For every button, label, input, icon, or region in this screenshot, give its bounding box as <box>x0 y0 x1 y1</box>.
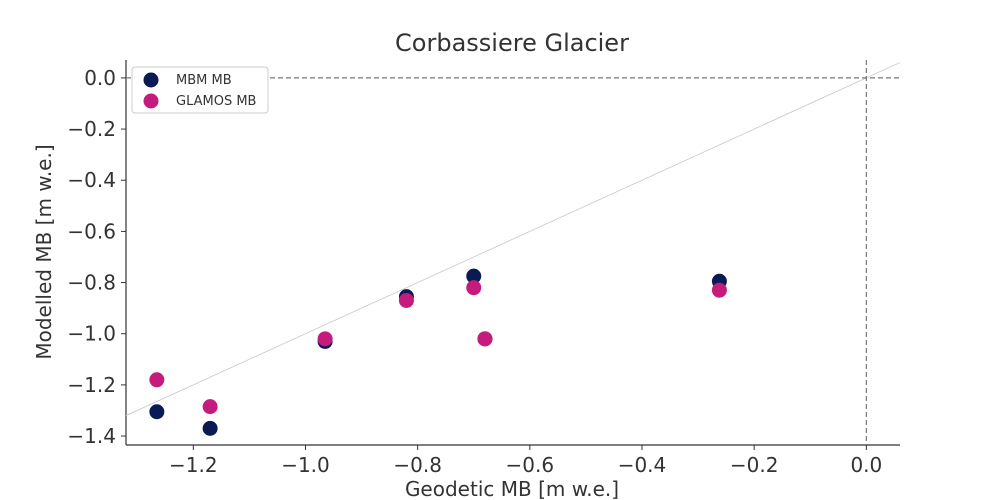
y-tick-label: −1.4 <box>67 424 116 448</box>
y-tick-label: −0.8 <box>67 271 116 295</box>
y-axis-title: Modelled MB [m w.e.] <box>32 144 56 359</box>
point-glamos-mb <box>149 372 165 388</box>
chart-title: Corbassiere Glacier <box>395 29 629 57</box>
x-axis-ticks: −1.2 −1.0 −0.8 −0.6 −0.4 −0.2 0.0 <box>169 445 882 477</box>
y-tick-label: −0.4 <box>67 168 116 192</box>
y-tick-label: 0.0 <box>84 66 116 90</box>
legend-marker-mbm <box>143 72 159 88</box>
point-glamos-mb <box>398 292 414 308</box>
legend-box <box>131 66 269 114</box>
x-tick-label: −0.2 <box>730 453 779 477</box>
legend-marker-glamos <box>143 93 159 109</box>
x-tick-label: −1.0 <box>281 453 330 477</box>
point-mbm-mb <box>202 420 218 436</box>
data-points <box>149 268 727 436</box>
x-tick-label: −0.6 <box>506 453 555 477</box>
point-glamos-mb <box>202 399 218 415</box>
identity-line <box>125 62 901 416</box>
x-axis-title: Geodetic MB [m w.e.] <box>405 477 619 500</box>
point-mbm-mb <box>149 404 165 420</box>
legend-label-glamos: GLAMOS MB <box>176 94 256 109</box>
x-tick-label: −0.4 <box>618 453 667 477</box>
x-tick-label: −1.2 <box>169 453 218 477</box>
point-mbm-mb <box>466 268 482 284</box>
y-tick-label: −1.2 <box>67 373 116 397</box>
x-tick-label: 0.0 <box>850 453 882 477</box>
x-tick-label: −0.8 <box>393 453 442 477</box>
legend: MBM MB GLAMOS MB <box>131 66 269 114</box>
legend-label-mbm: MBM MB <box>176 73 232 88</box>
plot-area <box>125 60 900 446</box>
point-glamos-mb <box>466 280 482 296</box>
point-glamos-mb <box>711 282 727 298</box>
y-axis-ticks: 0.0 −0.2 −0.4 −0.6 −0.8 −1.0 −1.2 −1.4 <box>67 66 126 448</box>
point-glamos-mb <box>477 331 493 347</box>
point-glamos-mb <box>317 331 333 347</box>
y-tick-label: −1.0 <box>67 322 116 346</box>
y-tick-label: −0.6 <box>67 219 116 243</box>
y-tick-label: −0.2 <box>67 117 116 141</box>
